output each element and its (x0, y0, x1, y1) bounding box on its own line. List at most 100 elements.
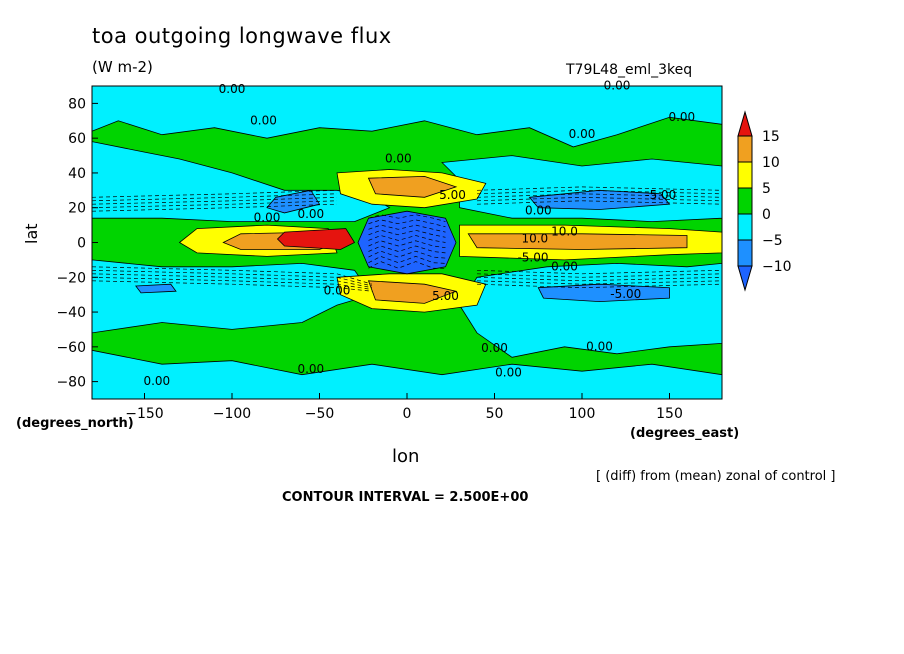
contour-line (368, 224, 446, 233)
contour-line (368, 256, 446, 264)
contour-label: 0.00 (385, 152, 412, 166)
contour-line (368, 261, 446, 269)
y-axis-units: (degrees_north) (16, 416, 134, 431)
contour-label: -5.00 (517, 251, 548, 265)
colorbar-label: −10 (762, 259, 792, 275)
x-tick-label: −150 (125, 406, 163, 422)
red-region (276, 228, 356, 250)
chart-title: toa outgoing longwave flux (92, 24, 392, 48)
y-tick-label: −40 (56, 305, 86, 321)
contour-label: 5.00 (432, 289, 459, 303)
x-tick-label: 100 (569, 406, 596, 422)
x-tick-label: 0 (403, 406, 412, 422)
colorbar-segment (737, 213, 753, 241)
contour-line (368, 250, 446, 259)
contour-line (92, 203, 338, 212)
cyan-region (92, 86, 722, 148)
colorbar-segment (737, 239, 753, 267)
contour-line (476, 269, 722, 275)
contour-line (476, 283, 722, 289)
contour-interval: CONTOUR INTERVAL = 2.500E+00 (282, 490, 529, 505)
contour-line (92, 189, 338, 198)
colorbar-segment (737, 187, 753, 215)
contour-label: 10.0 (551, 225, 578, 239)
contour-line (92, 276, 373, 290)
orange-region (367, 175, 458, 198)
contour-lines (92, 186, 722, 292)
contour-label: 0.00 (525, 204, 552, 218)
contour-label: 0.00 (569, 127, 596, 141)
x-tick-label: −100 (213, 406, 251, 422)
y-tick-label: −80 (56, 375, 86, 391)
colorbar-arrow-top (737, 110, 753, 137)
contour-label: 0.00 (324, 284, 351, 298)
run-label: T79L48_eml_3keq (566, 62, 693, 78)
contour-line (92, 193, 338, 202)
contour-label: -5.00 (645, 188, 676, 202)
x-axis-units: (degrees_east) (630, 426, 740, 441)
colorbar-arrow-bottom (737, 265, 753, 292)
contour-line (92, 200, 338, 209)
orange-region (367, 280, 458, 304)
colorbar-label: 10 (762, 155, 780, 171)
contour-line (476, 276, 722, 282)
contour-label: 0.00 (250, 113, 277, 127)
contour-label: 0.00 (254, 211, 281, 225)
colorbar-label: 0 (762, 207, 771, 223)
colorbar-segment (737, 135, 753, 163)
contour-label: 0.00 (551, 259, 578, 273)
contour-line (368, 219, 446, 228)
y-tick-label: −20 (56, 270, 86, 286)
contour-line (368, 214, 446, 222)
x-tick-label: 150 (656, 406, 683, 422)
contour-line (476, 280, 722, 285)
contour-label: 10.0 (521, 232, 548, 246)
x-axis-label: lon (392, 446, 420, 467)
y-tick-label: 20 (68, 201, 86, 217)
contour-line (368, 245, 446, 254)
contour-label: 0.00 (143, 374, 170, 388)
strong-blue-region (357, 210, 457, 275)
contour-line (476, 193, 722, 198)
contour-label: 0.00 (481, 341, 508, 355)
y-tick-label: 60 (68, 131, 86, 147)
contour-label: 0.00 (586, 339, 613, 353)
chart-units: (W m-2) (92, 58, 153, 76)
contour-label: 0.00 (495, 365, 522, 379)
y-tick-label: 0 (77, 236, 86, 252)
contour-line (476, 196, 722, 202)
contour-label: 0.00 (219, 82, 246, 96)
contour-label: 0.00 (297, 207, 324, 221)
y-tick-label: 80 (68, 96, 86, 112)
x-tick-label: 50 (486, 406, 504, 422)
contour-line (92, 280, 373, 292)
colorbar-label: −5 (762, 233, 783, 249)
contour-line (92, 269, 373, 287)
contour-line (92, 196, 338, 205)
colorbar: 15 10 5 0 −5 −10 (737, 110, 792, 292)
difference-note: [ (diff) from (mean) zonal of control ] (596, 469, 836, 484)
contour-label: 0.00 (297, 362, 324, 376)
cyan-region (92, 349, 722, 399)
contour-line (92, 266, 373, 285)
contour-label: 0.00 (668, 110, 695, 124)
filled-contour-field (92, 86, 722, 399)
blue-region (537, 283, 670, 303)
contour-line (476, 186, 722, 191)
x-tick-label: −50 (305, 406, 335, 422)
y-tick-label: −60 (56, 340, 86, 356)
contour-line (368, 240, 446, 249)
blue-region (135, 283, 177, 294)
contour-label: -5.00 (610, 287, 641, 301)
axes-group: −150 −100 −50 0 50 100 150 80 60 40 20 0 −20 −40 −60 −8… (56, 96, 682, 422)
contour-line (476, 189, 722, 195)
contour-line (92, 273, 373, 289)
contour-line (476, 273, 722, 278)
colorbar-segment (737, 161, 753, 189)
contour-line (368, 229, 446, 238)
contour-line (476, 200, 722, 205)
contour-label-group: 0.000.000.000.000.000.00-5.005.000.0010.… (143, 79, 695, 389)
contour-label: 5.00 (439, 188, 466, 202)
colorbar-label: 15 (762, 129, 780, 145)
